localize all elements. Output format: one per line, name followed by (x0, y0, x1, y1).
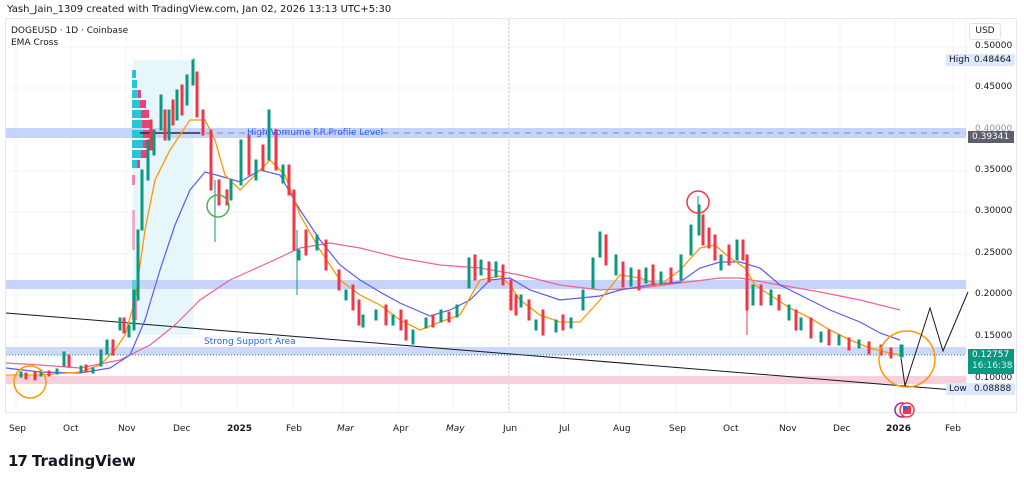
price-tick: 0.10000 (975, 373, 1013, 383)
trendline (5, 312, 967, 392)
symbol-info: DOGEUSD · 1D · Coinbase (11, 26, 129, 36)
time-tick: Jul (559, 424, 570, 434)
ema-slow-line (5, 242, 901, 369)
time-tick: Dec (833, 424, 851, 434)
currency-selector[interactable]: USD (969, 23, 1001, 40)
resistance-label: High Vomume F.R.Profile Level (247, 128, 384, 138)
time-tick: Feb (286, 424, 302, 434)
candlesticks (19, 58, 904, 381)
time-tick: Sep (669, 424, 686, 434)
price-tick: 0.35000 (975, 165, 1013, 175)
tradingview-brand[interactable]: 17 TradingView (8, 452, 136, 470)
price-tick: 0.20000 (975, 289, 1013, 299)
time-tick: May (446, 424, 465, 434)
time-tick: Mar (337, 424, 354, 434)
time-tick: Apr (393, 424, 409, 434)
orange-circle-sep (13, 365, 47, 399)
orange-circle-current (878, 330, 936, 388)
chart-legend[interactable]: DOGEUSD · 1D · Coinbase EMA Cross (11, 25, 128, 49)
attribution-text: Yash_Jain_1309 created with TradingView.… (7, 4, 392, 15)
price-tick: 0.45000 (975, 82, 1013, 92)
time-tick: 2025 (227, 424, 253, 434)
last-price-tag: 0.12757 16:16:38 (968, 349, 1014, 374)
time-tick: Oct (63, 424, 79, 434)
last-price-value: 0.12757 (972, 350, 1010, 360)
brand-name: TradingView (31, 452, 136, 470)
price-tick: 0.50000 (975, 41, 1013, 51)
price-tick: 0.25000 (975, 248, 1013, 258)
economic-event-icon (894, 402, 915, 418)
time-tick: Sep (9, 424, 26, 434)
pink-zone (6, 376, 966, 384)
low-value: 0.08888 (970, 383, 1016, 395)
price-tick: 0.15000 (975, 331, 1013, 341)
time-tick: 2026 (886, 424, 912, 434)
chart-pane[interactable] (5, 18, 1017, 413)
tradingview-logo-icon: 17 (8, 452, 28, 470)
time-tick: Dec (173, 424, 191, 434)
indicator-label[interactable]: EMA Cross (11, 38, 59, 48)
support-zone (6, 347, 966, 355)
high-value: 0.48464 (970, 54, 1016, 66)
time-tick: Nov (118, 424, 136, 434)
time-tick: Aug (613, 424, 631, 434)
time-tick: Feb (945, 424, 961, 434)
bar-countdown: 16:16:38 (972, 361, 1013, 371)
time-tick: Oct (723, 424, 739, 434)
high-label: High (946, 54, 973, 66)
low-label: Low (946, 383, 970, 395)
red-circle (686, 190, 710, 214)
projection-path (900, 291, 969, 387)
time-tick: Jun (503, 424, 518, 434)
level-price-tag: 0.39341 (968, 131, 1014, 143)
green-circle (206, 194, 230, 218)
price-tick: 0.40000 (975, 124, 1013, 134)
support-label: Strong Support Area (204, 337, 296, 347)
time-tick: Nov (779, 424, 797, 434)
price-tick: 0.30000 (975, 206, 1013, 216)
